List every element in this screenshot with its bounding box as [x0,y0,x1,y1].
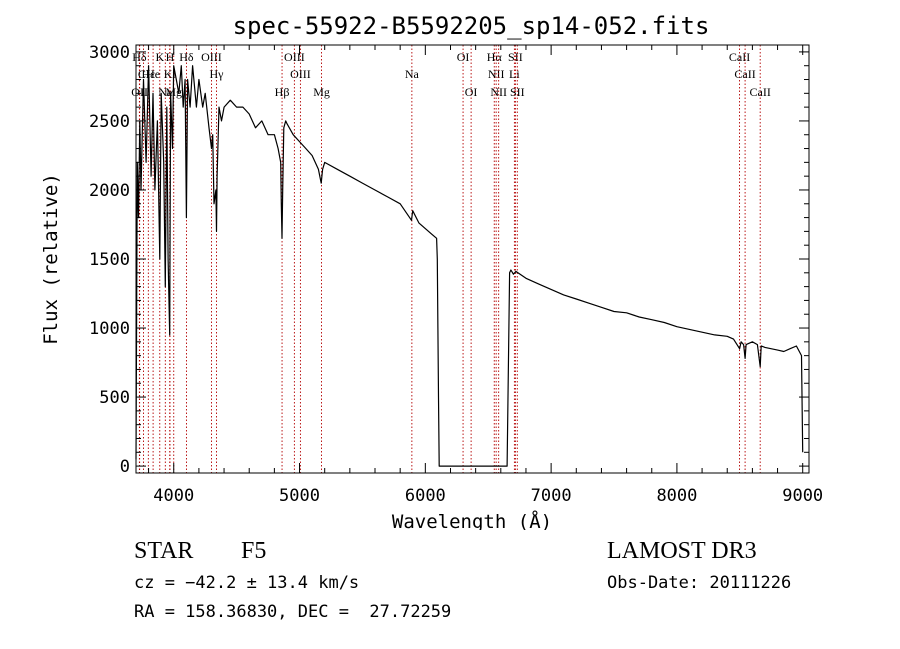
spectral-line-label: OII [131,85,148,99]
chart-title: spec-55922-B5592205_sp14-052.fits [233,12,710,40]
spectrum-plot: spec-55922-B5592205_sp14-052.fits Hδ OII C… [40,12,823,530]
y-tick-label: 2500 [89,112,130,132]
spectral-line-label: OI [457,50,470,64]
spectral-line-label: H [166,50,175,64]
spectral-line-label: Hβ [275,85,290,99]
x-tick-label: 4000 [153,486,194,506]
spectral-line-label: NII [488,67,505,81]
obs-date: Obs-Date: 20111226 [607,573,792,593]
redshift-cz: cz = −42.2 ± 13.4 km/s [134,573,360,593]
spectral-line-label: Li [509,67,520,81]
x-tick-label: 6000 [405,486,446,506]
spectral-line-label: CaII [750,85,771,99]
object-class: STAR [134,538,194,564]
spectral-line-label: CaII [734,67,755,81]
spectral-line-label: NII [490,85,507,99]
spectral-line-label: SII [510,85,525,99]
x-axis-label: Wavelength (Å) [392,510,552,530]
x-tick-label: 8000 [656,486,697,506]
spectral-line-label: Hδ [179,50,194,64]
spectral-line-label: CaII [729,50,750,64]
y-tick-label: 0 [120,457,130,477]
y-tick-label: 3000 [89,43,130,63]
spectral-line-label: SII [508,50,523,64]
series-group [135,65,804,467]
spectral-line-label: Hγ [210,67,225,81]
flux-series-line [135,65,804,467]
spectral-line-label: OI [465,85,478,99]
axes: 4000 5000 6000 7000 8000 9000 0 500 1000 1500 2000… [89,43,823,506]
x-tick-label: 5000 [279,486,320,506]
y-tick-label: 2000 [89,181,130,201]
y-axis-label: Flux (relative) [40,173,62,345]
coordinates: RA = 158.36830, DEC = 27.72259 [134,602,452,622]
spectral-line-label: OIII [290,67,311,81]
spectral-line-label: Na [405,67,420,81]
y-tick-label: 1000 [89,319,130,339]
spectral-line-label: Hα [487,50,503,64]
spectral-line-label: OIII [284,50,305,64]
x-tick-label: 9000 [782,486,823,506]
survey-name: LAMOST DR3 [607,538,757,564]
spectral-line-label: K [155,50,164,64]
y-tick-label: 500 [99,388,130,408]
spectral-line-label: OIII [201,50,222,64]
y-tick-label: 1500 [89,250,130,270]
plot-frame [135,44,810,474]
spectral-line-label: Cl [138,67,150,81]
spectral-line-label: He [146,67,160,81]
spectral-line-label: Mg [313,85,330,99]
spectral-subclass: F5 [241,538,267,564]
x-tick-label: 7000 [531,486,572,506]
